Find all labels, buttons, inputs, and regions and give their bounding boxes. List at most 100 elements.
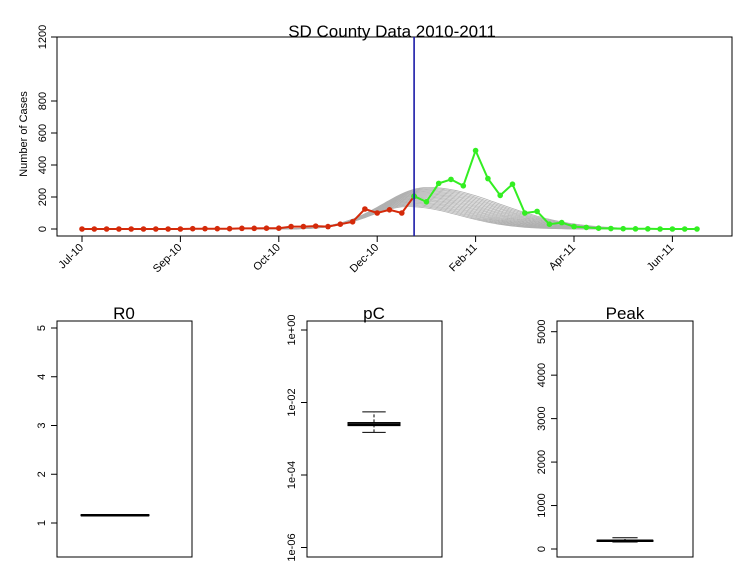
observed-point <box>153 226 159 232</box>
main-x-tick-label: Jun-11 <box>645 242 677 274</box>
forecast-point <box>423 199 430 205</box>
r0-title: R0 <box>113 304 135 323</box>
observed-point <box>325 223 331 230</box>
observed-point <box>103 226 110 232</box>
y-tick-label: 1e-06 <box>286 533 298 561</box>
pc-plot-frame <box>306 320 443 558</box>
peak-boxplot: Peak 0 1000 2000 3000 4000 5000 <box>536 304 694 558</box>
forecast-point <box>534 208 540 215</box>
y-tick-label: 2 <box>36 471 48 477</box>
main-x-tick-label: Feb-11 <box>447 242 480 275</box>
forecast-point <box>546 221 553 227</box>
forecast-point <box>435 180 442 187</box>
main-y-tick-label: 1200 <box>37 25 49 49</box>
y-tick-label: 1 <box>36 520 48 526</box>
observed-point <box>214 225 221 232</box>
observed-point <box>116 226 122 232</box>
y-tick-label: 4 <box>36 374 48 380</box>
observed-point <box>276 225 282 231</box>
main-y-tick-label: 400 <box>37 156 49 174</box>
observed-point <box>239 225 245 232</box>
forecast-point <box>681 226 688 232</box>
y-tick-label: 1e-04 <box>286 461 298 489</box>
observed-point <box>202 225 208 232</box>
main-y-tick-label: 600 <box>37 124 49 142</box>
r0-plot-frame <box>56 320 193 558</box>
r0-box <box>80 513 150 517</box>
main-series-group <box>79 147 700 232</box>
peak-y-axis: 0 1000 2000 3000 4000 5000 <box>536 319 558 552</box>
fitted-curve <box>254 196 648 230</box>
observed-point <box>337 221 344 227</box>
observed-point <box>399 210 405 216</box>
pc-y-axis: 1e-06 1e-04 1e-02 1e+00 <box>286 315 308 562</box>
forecast-point <box>608 225 614 232</box>
main-y-tick-label: 0 <box>37 226 49 232</box>
forecast-point <box>472 147 479 154</box>
fitted-curve <box>254 193 648 230</box>
forecast-point <box>509 181 516 187</box>
y-tick-label: 2000 <box>536 450 548 474</box>
forecast-point <box>558 219 565 226</box>
pc-title: pC <box>363 304 385 323</box>
forecast-point <box>669 226 676 232</box>
forecast-point <box>595 225 602 231</box>
y-tick-label: 4000 <box>536 363 548 387</box>
observed-point <box>91 226 98 232</box>
forecast-point <box>571 223 577 230</box>
main-y-axis: 0 200 400 600 800 1200 <box>37 25 58 232</box>
y-tick-label: 0 <box>536 546 548 552</box>
main-y-tick-label: 200 <box>37 188 49 206</box>
forecast-point <box>620 225 626 232</box>
forecast-point <box>694 226 700 232</box>
peak-box <box>596 537 654 543</box>
observed-point <box>300 223 307 230</box>
forecast-point <box>657 226 663 232</box>
y-tick-label: 1000 <box>536 493 548 517</box>
main-x-axis: Jul-10 Sep-10 Oct-10 Dec-10 Feb-11 Apr-11 Jun-… <box>56 236 677 276</box>
observed-point <box>263 225 270 231</box>
observed-point <box>128 226 134 232</box>
forecast-point <box>645 226 651 232</box>
main-x-tick-label: Apr-11 <box>547 242 578 273</box>
peak-plot-frame <box>556 320 694 558</box>
observed-point <box>79 226 85 232</box>
fitted-curve <box>254 199 648 230</box>
pc-boxplot: pC 1e-06 1e-04 1e-02 1e+00 <box>286 304 443 562</box>
y-tick-label: 1e-02 <box>286 388 298 416</box>
forecast-point <box>448 176 454 183</box>
main-line-chart: SD County Data 2010-2011 Number of Cases… <box>18 22 733 276</box>
main-y-tick-label: 800 <box>37 92 49 110</box>
observed-point <box>177 226 184 232</box>
forecast-point <box>485 175 491 182</box>
observed-series-line <box>82 195 415 230</box>
y-tick-label: 5000 <box>536 319 548 343</box>
observed-point <box>349 219 356 225</box>
forecast-series-line <box>413 147 697 230</box>
observed-point <box>374 210 381 216</box>
forecast-point <box>497 192 504 199</box>
main-x-tick-label: Jul-10 <box>56 242 86 272</box>
y-tick-label: 3 <box>36 422 48 428</box>
forecast-point <box>583 224 590 231</box>
observed-point <box>362 206 368 212</box>
forecast-point <box>522 210 528 216</box>
fitted-curves-ensemble <box>254 187 648 230</box>
observed-point <box>226 225 233 232</box>
fitted-curve <box>254 198 648 230</box>
observed-point <box>140 226 147 232</box>
main-x-tick-label: Sep-10 <box>151 242 185 276</box>
forecast-point <box>632 226 639 232</box>
y-tick-label: 3000 <box>536 406 548 430</box>
main-chart-title: SD County Data 2010-2011 <box>288 22 496 41</box>
y-tick-label: 5 <box>36 325 48 331</box>
observed-point <box>189 225 196 232</box>
observed-point <box>165 226 171 232</box>
forecast-point <box>460 183 467 189</box>
r0-boxplot: R0 1 2 3 4 5 <box>36 304 193 558</box>
pc-box <box>347 411 401 433</box>
observed-point <box>251 225 257 232</box>
y-tick-label: 1e+00 <box>286 315 298 346</box>
peak-title: Peak <box>606 304 645 323</box>
